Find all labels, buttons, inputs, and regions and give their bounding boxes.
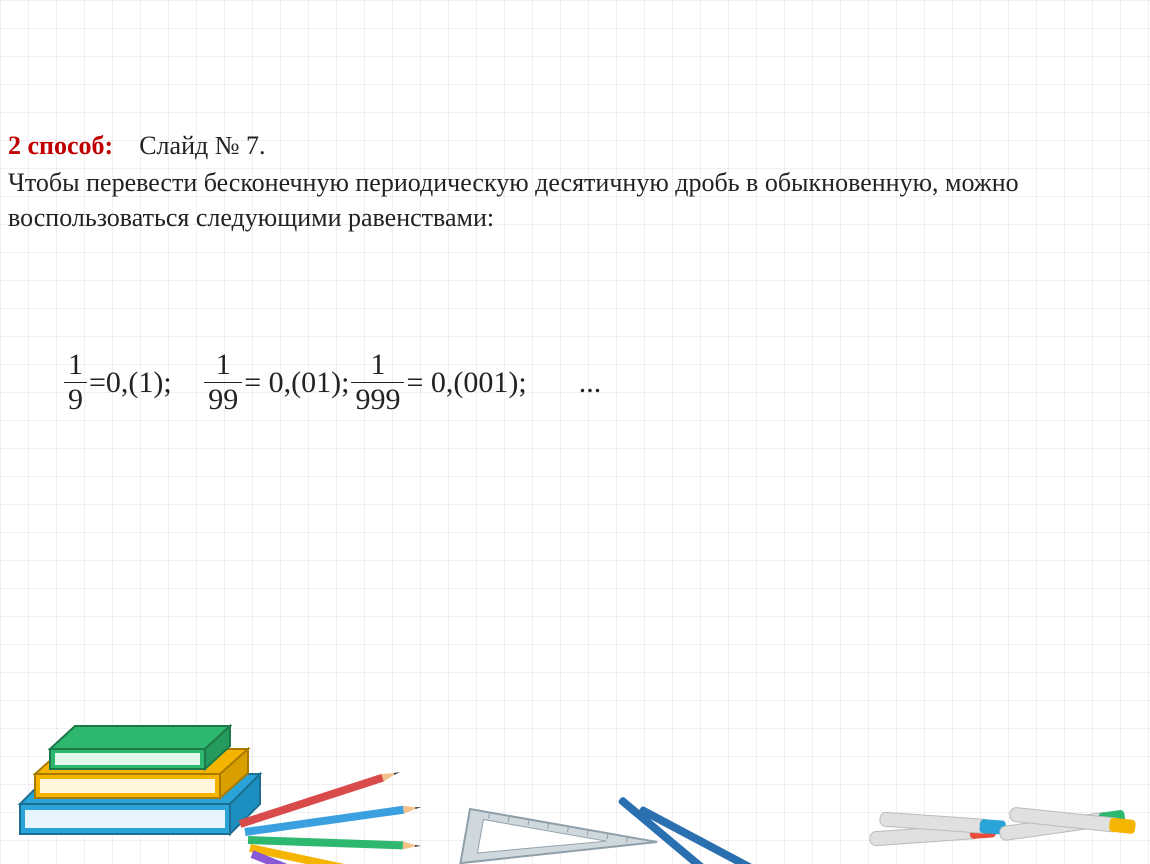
books-icon — [20, 726, 260, 834]
ruler-icon — [460, 809, 657, 864]
slide-number-label: Слайд № 7. — [139, 131, 265, 160]
pens-icon — [617, 796, 767, 864]
formulas-ellipsis: ... — [579, 366, 602, 400]
fraction-3-numerator: 1 — [366, 350, 389, 382]
clipart-bottom — [0, 614, 1150, 864]
fraction-1-numerator: 1 — [64, 350, 87, 382]
method-label: 2 способ: — [8, 131, 113, 160]
fraction-1: 1 9 — [64, 350, 87, 415]
body-line-1: Чтобы перевести бесконечную периодическу… — [8, 165, 1120, 200]
fraction-2: 1 99 — [204, 350, 242, 415]
fraction-3-denominator: 999 — [351, 382, 404, 415]
fraction-1-rhs: =0,(1); — [89, 366, 172, 400]
fraction-3-rhs: = 0,(001); — [406, 366, 526, 400]
fraction-1-denominator: 9 — [64, 382, 87, 415]
spacer — [176, 366, 199, 400]
text-content: 2 способ: Слайд № 7. Чтобы перевести бес… — [8, 128, 1120, 235]
fraction-2-numerator: 1 — [212, 350, 235, 382]
pencils-icon — [239, 768, 422, 864]
markers-icon — [870, 807, 1137, 846]
fraction-3: 1 999 — [351, 350, 404, 415]
body-line-2: воспользоваться следующими равенствами: — [8, 200, 1120, 235]
heading-line: 2 способ: Слайд № 7. — [8, 128, 1120, 163]
fraction-2-denominator: 99 — [204, 382, 242, 415]
formulas-row: 1 9 =0,(1); 1 99 = 0,(01); 1 999 = 0,(00… — [64, 350, 601, 415]
fraction-2-rhs: = 0,(01); — [244, 366, 349, 400]
